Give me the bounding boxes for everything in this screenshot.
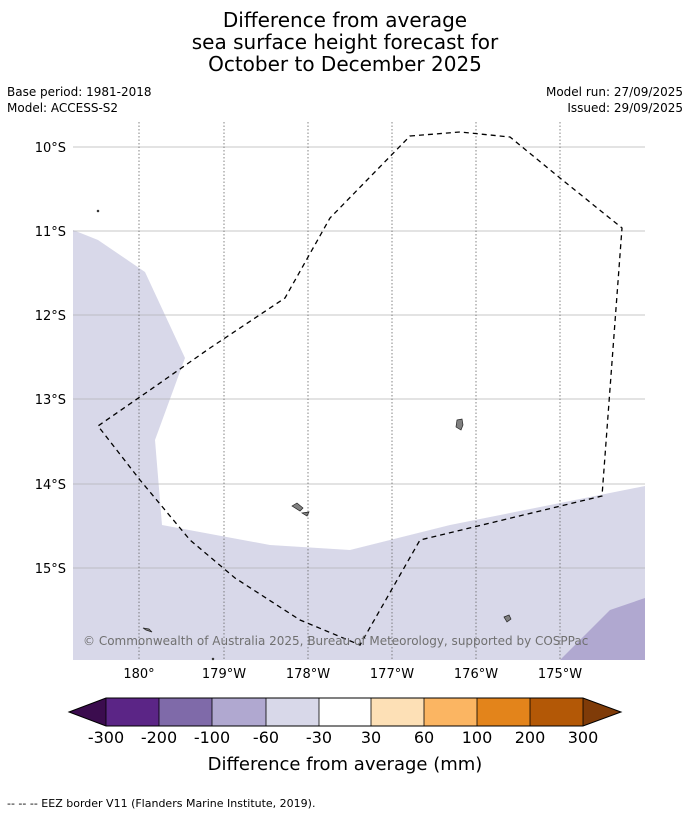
- title-line-1: Difference from average: [222, 8, 468, 32]
- colorbar-segment: [477, 698, 530, 726]
- islet-south: [211, 657, 215, 661]
- colorbar-segment: [424, 698, 477, 726]
- colorbar-segment: [106, 698, 159, 726]
- colorbar-segment: [319, 698, 371, 726]
- islands: [96, 209, 512, 661]
- meta-right: Model run: 27/09/2025 Issued: 29/09/2025: [546, 84, 683, 116]
- island-alofi: [300, 511, 310, 517]
- copyright-notice: © Commonwealth of Australia 2025, Bureau…: [83, 634, 588, 648]
- lat-label: 14°S: [35, 478, 66, 493]
- issued-date: Issued: 29/09/2025: [567, 101, 683, 115]
- colorbar-segment: [159, 698, 212, 726]
- lon-label: 180°: [123, 667, 154, 682]
- lon-label: 177°W: [370, 667, 414, 682]
- lat-labels: 10°S 11°S 12°S 13°S 14°S 15°S: [35, 141, 66, 577]
- colorbar-below-min: [69, 698, 106, 726]
- island-small-west: [142, 627, 153, 633]
- colorbar-tick-label: -200: [140, 728, 178, 747]
- lon-label: 176°W: [454, 667, 498, 682]
- lon-gridlines: [138, 122, 561, 660]
- colorbar-tick-label: 300: [567, 728, 599, 747]
- map-panel: 10°S 11°S 12°S 13°S 14°S 15°S 180° 179°W…: [35, 122, 645, 682]
- colorbar-tick-label: -60: [252, 728, 280, 747]
- model-name: Model: ACCESS-S2: [7, 101, 119, 115]
- colorbar-tick-label: 60: [413, 728, 435, 747]
- colorbar-tick-label: 100: [461, 728, 493, 747]
- meta-left: Base period: 1981-2018 Model: ACCESS-S2: [7, 84, 152, 116]
- title-line-3: October to December 2025: [208, 52, 482, 76]
- colorbar-segment: [530, 698, 583, 726]
- lon-label: 178°W: [286, 667, 330, 682]
- anomaly-region-medium: [560, 598, 645, 660]
- island-niuafoou: [503, 614, 512, 623]
- colorbar: [67, 697, 623, 727]
- lon-label: 175°W: [538, 667, 582, 682]
- islet-north: [96, 209, 100, 213]
- eez-border: [97, 131, 623, 646]
- anomaly-region-light: [73, 230, 645, 660]
- colorbar-above-max: [583, 698, 621, 726]
- lat-label: 12°S: [35, 309, 66, 324]
- colorbar-title: Difference from average (mm): [207, 754, 483, 775]
- title-line-2: sea surface height forecast for: [191, 30, 499, 54]
- colorbar-tick-label: -100: [193, 728, 231, 747]
- colorbar-tick-label: -30: [305, 728, 333, 747]
- map-title: Difference from average sea surface heig…: [0, 9, 690, 75]
- lon-label: 179°W: [202, 667, 246, 682]
- lon-labels: 180° 179°W 178°W 177°W 176°W 175°W: [123, 667, 582, 682]
- colorbar-tick-label: 30: [360, 728, 382, 747]
- island-wallis: [455, 418, 464, 431]
- model-run: Model run: 27/09/2025: [545, 85, 683, 99]
- colorbar-segment: [266, 698, 319, 726]
- lat-label: 15°S: [35, 562, 66, 577]
- lat-label: 11°S: [35, 225, 66, 240]
- lat-gridlines: [73, 146, 645, 569]
- colorbar-tick-label: 200: [514, 728, 546, 747]
- lat-label: 10°S: [35, 141, 66, 156]
- lat-label: 13°S: [35, 393, 66, 408]
- colorbar-segment: [212, 698, 266, 726]
- colorbar-tick-label: -300: [87, 728, 125, 747]
- base-period: Base period: 1981-2018: [7, 85, 152, 99]
- eez-legend-note: -- -- -- EEZ border V11 (Flanders Marine…: [7, 797, 316, 810]
- island-futuna: [291, 502, 304, 512]
- colorbar-segment: [371, 698, 424, 726]
- colorbar-dividers: [105, 698, 584, 726]
